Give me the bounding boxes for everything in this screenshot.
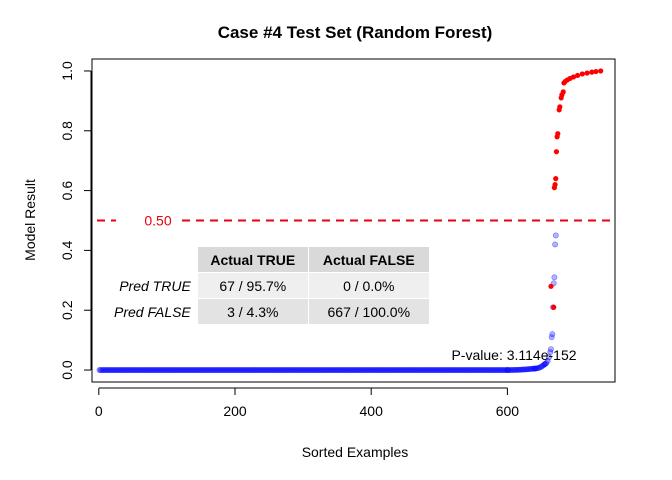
y-axis: 0.0 0.2 0.4 0.6 0.8 1.0 (59, 61, 92, 380)
data-point-red-23 (598, 68, 604, 74)
y-tick-label: 0.6 (59, 181, 75, 201)
row-label-pred-true: Pred TRUE (119, 277, 191, 294)
data-point-red-0 (548, 283, 554, 289)
x-axis: 0 200 400 600 (95, 387, 520, 419)
row-label-pred-false: Pred FALSE (114, 303, 191, 320)
y-tick-label: 0.8 (59, 121, 75, 141)
data-point-red-5 (553, 149, 560, 155)
threshold-label: 0.50 (144, 213, 171, 229)
data-point-red-7 (555, 131, 561, 137)
header-actual-false: Actual FALSE (308, 247, 429, 272)
plot-frame (91, 58, 616, 383)
data-point-red-4 (553, 176, 559, 182)
y-tick-label: 0.4 (59, 240, 75, 260)
pvalue-text: P-value: 3.114e-152 (451, 347, 576, 363)
data-point-blue-341 (551, 274, 558, 281)
data-point-red-9 (557, 104, 563, 110)
y-tick-label: 1.0 (59, 61, 75, 81)
cell-false-false: 667 / 100.0% (308, 299, 429, 324)
x-tick-label: 200 (223, 403, 247, 419)
y-tick-label: 0.0 (59, 360, 75, 380)
data-point-blue-342 (552, 241, 558, 248)
x-axis-label: Sorted Examples (302, 444, 409, 460)
data-point-red-17 (570, 74, 577, 80)
data-points (96, 68, 604, 373)
x-tick-label: 0 (95, 403, 103, 419)
data-point-red-22 (593, 68, 599, 75)
chart-title: Case #4 Test Set (Random Forest) (218, 23, 493, 42)
data-point-red-18 (574, 72, 581, 79)
data-point-red-3 (552, 182, 558, 188)
x-tick-label: 600 (496, 403, 520, 419)
data-point-blue-338 (549, 331, 556, 338)
y-tick-label: 0.2 (59, 300, 75, 320)
table-header-row: Actual TRUE Actual FALSE (108, 247, 429, 272)
data-point-blue-343 (552, 232, 559, 239)
y-axis-label: Model Result (22, 179, 38, 261)
data-point-red-19 (579, 71, 585, 77)
table-corner (108, 247, 197, 272)
cell-true-true: 67 / 95.7% (197, 273, 308, 298)
threshold-group: 0.50 (97, 213, 615, 229)
header-actual-true: Actual TRUE (197, 247, 308, 272)
data-point-blue-336 (548, 346, 554, 353)
table-row: Pred TRUE 67 / 95.7% 0 / 0.0% (108, 273, 429, 298)
data-point-red-21 (589, 69, 595, 75)
confusion-table: Actual TRUE Actual FALSE Pred TRUE 67 / … (107, 246, 430, 325)
data-point-red-20 (584, 70, 590, 76)
data-point-red-1 (551, 304, 557, 310)
x-tick-label: 400 (360, 403, 384, 419)
data-point-blue-334 (546, 354, 552, 361)
cell-true-false: 0 / 0.0% (308, 273, 429, 298)
data-point-red-12 (560, 89, 566, 95)
table-row: Pred FALSE 3 / 4.3% 667 / 100.0% (108, 299, 429, 324)
cell-false-true: 3 / 4.3% (197, 299, 308, 324)
